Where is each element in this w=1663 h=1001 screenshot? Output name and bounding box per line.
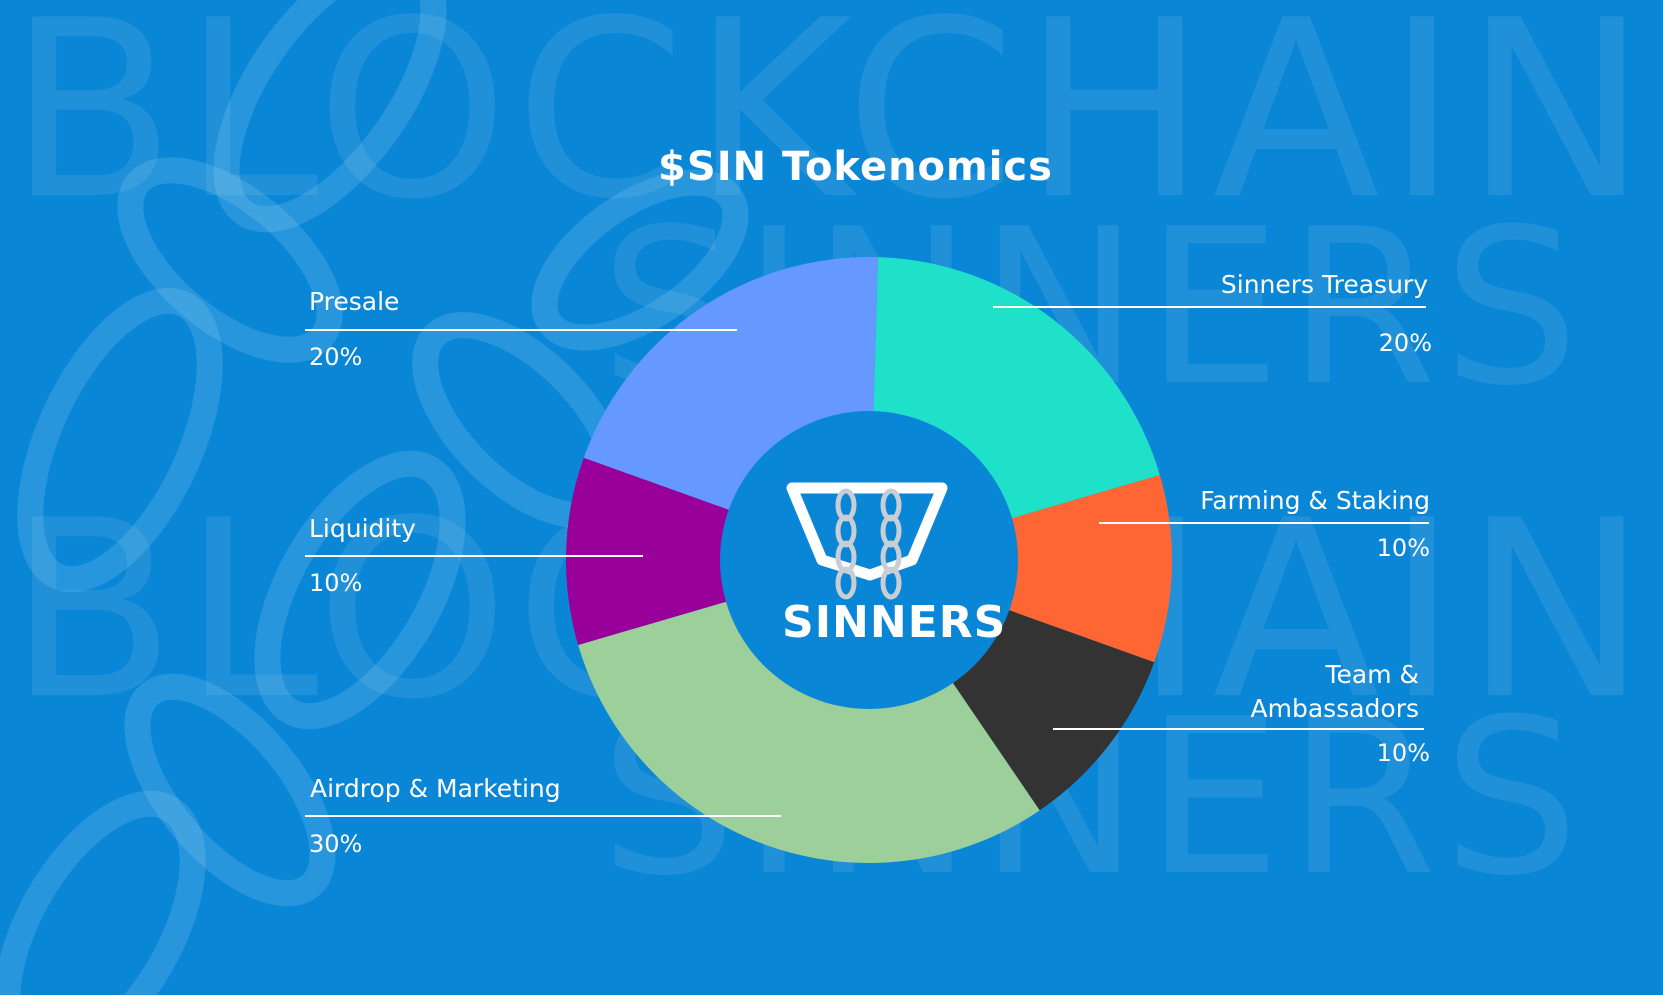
label-presale: Presale [309,287,400,316]
label-farming-staking: Farming & Staking [1200,486,1430,515]
rule-sinners-treasury [993,306,1426,308]
label-liquidity: Liquidity [309,514,416,543]
value-team-ambassadors: 10% [1376,739,1430,767]
slice-farming-staking [1008,475,1172,663]
rule-airdrop-marketing [305,815,781,817]
slice-presale [583,257,879,511]
logo-text: SINNERS [782,597,1007,648]
value-sinners-treasury: 20% [1378,329,1432,357]
label-airdrop-marketing: Airdrop & Marketing [310,774,561,803]
value-airdrop-marketing: 30% [309,830,363,858]
slice-sinners-treasury [873,257,1160,519]
slice-liquidity [565,457,730,645]
slice-team-ambassadors [952,609,1155,811]
value-presale: 20% [309,343,363,371]
value-farming-staking: 10% [1376,534,1430,562]
label-team-ambassadors-line1: Team & [1325,660,1419,689]
chart-title: $SIN Tokenomics [658,144,1053,190]
rule-liquidity [305,555,643,557]
donut-center [720,411,1018,709]
label-sinners-treasury: Sinners Treasury [1220,270,1428,299]
label-team-ambassadors-line2: Ambassadors [1250,694,1419,723]
chain-shield-icon [786,482,948,600]
rule-presale [305,329,737,331]
slice-airdrop-marketing [578,601,1040,864]
value-liquidity: 10% [309,569,363,597]
rule-team-ambassadors [1053,728,1424,730]
rule-farming-staking [1099,522,1429,524]
